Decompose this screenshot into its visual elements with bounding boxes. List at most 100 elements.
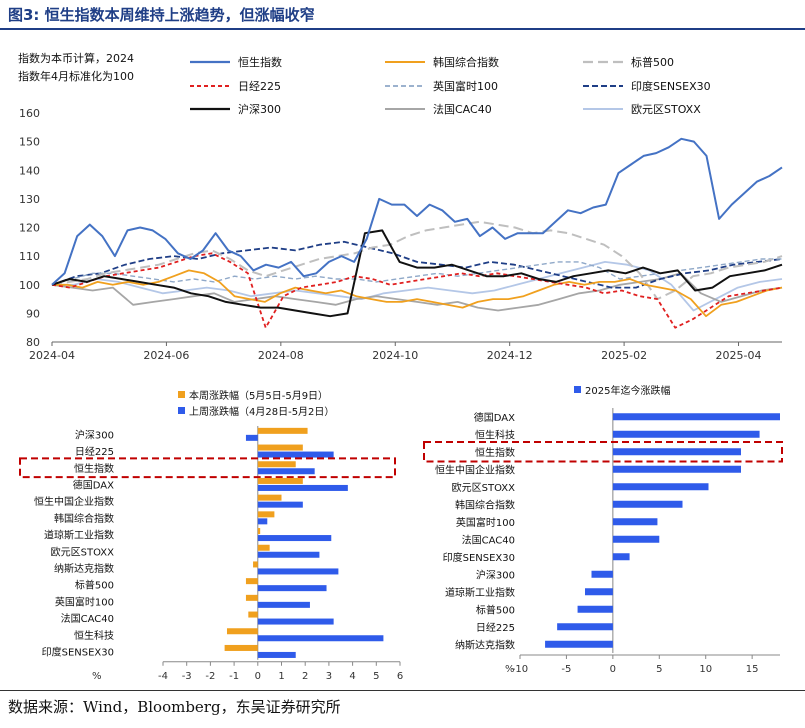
legend-label-6: 沪深300 bbox=[238, 102, 281, 116]
bar-1 bbox=[257, 618, 334, 625]
bar-0 bbox=[612, 483, 709, 491]
x-tick-label: 2024-06 bbox=[143, 349, 189, 362]
bar-0 bbox=[545, 640, 613, 648]
bar-0 bbox=[257, 427, 308, 434]
legend-label-4: 英国富时100 bbox=[433, 79, 498, 93]
y-tick-label: 90 bbox=[26, 307, 40, 320]
legend-label-1: 韩国综合指数 bbox=[433, 55, 499, 69]
bar-0 bbox=[612, 448, 741, 456]
series-line-8 bbox=[52, 260, 783, 312]
category-label: 恒生科技 bbox=[74, 629, 114, 642]
x-tick-label: -2 bbox=[205, 671, 215, 682]
bar-0 bbox=[612, 553, 630, 561]
legend-swatch-0 bbox=[574, 386, 581, 393]
weekly-change-bar-chart: 本周涨跌幅（5月5日-5月9日） 上周涨跌幅（4月28日-5月2日） -4 -3 -2 -… bbox=[19, 389, 403, 682]
category-label: 恒生指数 bbox=[74, 462, 114, 475]
category-label: 韩国综合指数 bbox=[54, 512, 114, 525]
bar-0 bbox=[245, 578, 258, 585]
bar-0 bbox=[577, 605, 613, 613]
x-tick-label: -10 bbox=[512, 664, 528, 675]
category-label: 沪深300 bbox=[476, 568, 515, 581]
bar-0 bbox=[257, 544, 270, 551]
bar-0 bbox=[224, 644, 258, 651]
ytd-change-bar-chart: 2025年迄今涨跌幅 -10 -5 0 5 10 15% 德国DAX 恒生科技恒生指数恒生中国企… bbox=[423, 384, 783, 675]
legend-swatch-0 bbox=[178, 391, 185, 398]
category-label: 法国CAC40 bbox=[462, 533, 515, 546]
x-tick-label: 0 bbox=[255, 671, 261, 682]
bar-0 bbox=[257, 477, 303, 484]
y-tick-label: 140 bbox=[19, 164, 40, 177]
bar-1 bbox=[257, 468, 315, 475]
highlight-box bbox=[19, 457, 396, 479]
figure-title: 图3: 恒生指数本周维持上涨趋势，但涨幅收窄 bbox=[8, 6, 315, 24]
x-tick-label: 5 bbox=[656, 664, 662, 675]
bar-1 bbox=[257, 551, 320, 558]
legend-label-0: 恒生指数 bbox=[238, 55, 282, 69]
x-tick-label: 2025-04 bbox=[716, 349, 762, 362]
x-tick-label: 5 bbox=[373, 671, 379, 682]
x-unit-label: % bbox=[505, 664, 515, 675]
highlight-box bbox=[423, 441, 783, 463]
x-tick-label: -3 bbox=[182, 671, 192, 682]
y-tick-label: 150 bbox=[19, 136, 40, 149]
x-tick-label: 2024-12 bbox=[487, 349, 533, 362]
category-label: 印度SENSEX30 bbox=[443, 551, 515, 564]
note-line-2: 指数年4月标准化为100 bbox=[18, 69, 134, 83]
bar-1 bbox=[257, 484, 348, 491]
y-tick-label: 100 bbox=[19, 279, 40, 292]
category-label: 恒生指数 bbox=[475, 446, 515, 459]
category-label: 日经225 bbox=[75, 445, 114, 458]
legend-swatch-1 bbox=[178, 407, 185, 414]
bar-1 bbox=[257, 601, 310, 608]
legend-label-1: 上周涨跌幅（4月28日-5月2日） bbox=[189, 405, 334, 418]
legend-label-3: 日经225 bbox=[238, 80, 281, 93]
x-tick-label: 2025-02 bbox=[601, 349, 647, 362]
category-label: 印度SENSEX30 bbox=[42, 645, 114, 658]
category-label: 德国DAX bbox=[474, 411, 515, 424]
legend-label-7: 法国CAC40 bbox=[433, 102, 492, 116]
y-tick-label: 120 bbox=[19, 222, 40, 235]
bar-0 bbox=[612, 413, 780, 421]
category-label: 法国CAC40 bbox=[61, 612, 114, 625]
x-tick-label: 2 bbox=[302, 671, 308, 682]
bar-0 bbox=[253, 561, 258, 568]
y-tick-label: 110 bbox=[19, 250, 40, 263]
bar-1 bbox=[245, 434, 258, 441]
category-label: 纳斯达克指数 bbox=[54, 562, 114, 575]
bar-0 bbox=[257, 528, 261, 535]
bar-0 bbox=[612, 535, 660, 543]
bar-1 bbox=[257, 535, 332, 542]
y-tick-label: 130 bbox=[19, 193, 40, 206]
legend-label-0: 本周涨跌幅（5月5日-5月9日） bbox=[189, 389, 328, 402]
x-tick-label: 2024-04 bbox=[29, 349, 75, 362]
x-tick-label: 2024-08 bbox=[258, 349, 304, 362]
bar-0 bbox=[591, 570, 613, 578]
y-tick-label: 80 bbox=[26, 336, 40, 349]
bar-0 bbox=[245, 594, 258, 601]
category-label: 标普500 bbox=[476, 603, 515, 616]
category-label: 道琼斯工业指数 bbox=[44, 529, 114, 542]
category-label: 沪深300 bbox=[75, 428, 114, 441]
bar-1 bbox=[257, 518, 268, 525]
line-chart: 指数为本币计算，2024 指数年4月标准化为100 恒生指数 韩国综合指数 标普500 日… bbox=[18, 51, 783, 362]
bar-0 bbox=[248, 611, 258, 618]
series-line-5 bbox=[51, 240, 783, 289]
x-tick-label: 4 bbox=[349, 671, 355, 682]
category-label: 标普500 bbox=[75, 579, 114, 592]
bar-1 bbox=[257, 651, 296, 658]
x-tick-label: 0 bbox=[610, 664, 616, 675]
category-label: 纳斯达克指数 bbox=[455, 638, 515, 651]
series-line-0 bbox=[51, 137, 783, 286]
bar-0 bbox=[257, 461, 296, 468]
x-tick-label: 3 bbox=[326, 671, 332, 682]
x-tick-label: 2024-10 bbox=[372, 349, 418, 362]
category-label: 德国DAX bbox=[73, 478, 114, 491]
series-line-3 bbox=[51, 252, 783, 329]
bar-0 bbox=[612, 465, 741, 473]
x-tick-label: 1 bbox=[278, 671, 284, 682]
bar-1 bbox=[257, 635, 384, 642]
source-rule bbox=[0, 690, 805, 691]
category-label: 英国富时100 bbox=[456, 516, 515, 529]
bar-1 bbox=[257, 585, 327, 592]
